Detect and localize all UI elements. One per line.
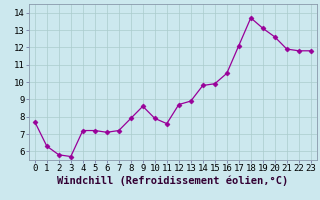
- X-axis label: Windchill (Refroidissement éolien,°C): Windchill (Refroidissement éolien,°C): [57, 176, 288, 186]
